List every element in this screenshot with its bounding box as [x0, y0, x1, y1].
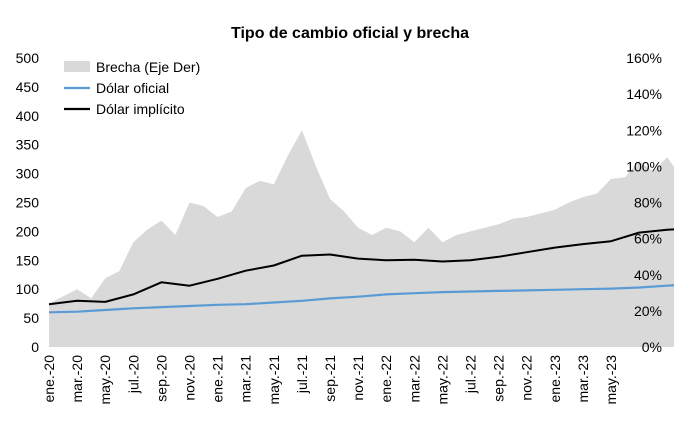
x-tick-label: mar.-20 — [69, 355, 85, 403]
x-tick-label: sep.-22 — [491, 355, 507, 402]
y2-tick-label: 80% — [634, 195, 662, 211]
x-tick-label: jul.-22 — [463, 355, 479, 394]
x-tick-label: nov.-21 — [350, 355, 366, 401]
legend-label: Brecha (Eje Der) — [96, 59, 200, 75]
y-tick-label: 250 — [16, 195, 40, 211]
y2-tick-label: 60% — [634, 231, 662, 247]
y2-tick-label: 20% — [634, 303, 662, 319]
y-tick-label: 500 — [16, 50, 40, 66]
y2-tick-label: 160% — [626, 50, 662, 66]
series-brecha-area — [49, 130, 674, 347]
series-dolar-oficial-line — [48, 284, 674, 314]
x-tick-label: nov.-20 — [182, 355, 198, 401]
x-tick-label: ene.-22 — [378, 355, 394, 403]
x-tick-label: may.-21 — [266, 355, 282, 405]
y2-tick-label: 120% — [626, 122, 662, 138]
x-tick-label: sep.-20 — [153, 355, 169, 402]
y2-tick-label: 40% — [634, 267, 662, 283]
x-tick-label: ene.-23 — [547, 355, 563, 403]
y-tick-label: 100 — [16, 281, 40, 297]
x-tick-label: mar.-21 — [238, 355, 254, 403]
y2-tick-label: 100% — [626, 158, 662, 174]
y-tick-label: 200 — [16, 223, 40, 239]
x-tick-label: may.-23 — [603, 355, 619, 405]
y2-tick-label: 0% — [642, 339, 662, 355]
y2-tick-label: 140% — [626, 86, 662, 102]
x-tick-label: sep.-21 — [322, 355, 338, 402]
y-tick-label: 50 — [23, 310, 39, 326]
x-tick-label: jul.-21 — [294, 355, 310, 394]
x-tick-label: ene.-20 — [41, 355, 57, 403]
x-tick-label: mar.-23 — [575, 355, 591, 403]
legend-label: Dólar implícito — [96, 101, 185, 117]
legend-label: Dólar oficial — [96, 80, 169, 96]
y-tick-label: 150 — [16, 252, 40, 268]
y-tick-label: 400 — [16, 108, 40, 124]
y-tick-label: 350 — [16, 137, 40, 153]
chart-title: Tipo de cambio oficial y brecha — [231, 25, 469, 42]
y-tick-label: 300 — [16, 166, 40, 182]
x-tick-label: may.-22 — [434, 355, 450, 405]
x-tick-label: jul.-20 — [125, 355, 141, 394]
legend-swatch — [64, 61, 90, 72]
series-dolar-implicito-line — [48, 228, 674, 306]
x-tick-label: nov.-22 — [519, 355, 535, 401]
x-tick-label: may.-20 — [97, 355, 113, 405]
x-tick-label: mar.-22 — [406, 355, 422, 403]
x-tick-label: ene.-21 — [210, 355, 226, 403]
y-tick-label: 450 — [16, 79, 40, 95]
y-tick-label: 0 — [31, 339, 39, 355]
